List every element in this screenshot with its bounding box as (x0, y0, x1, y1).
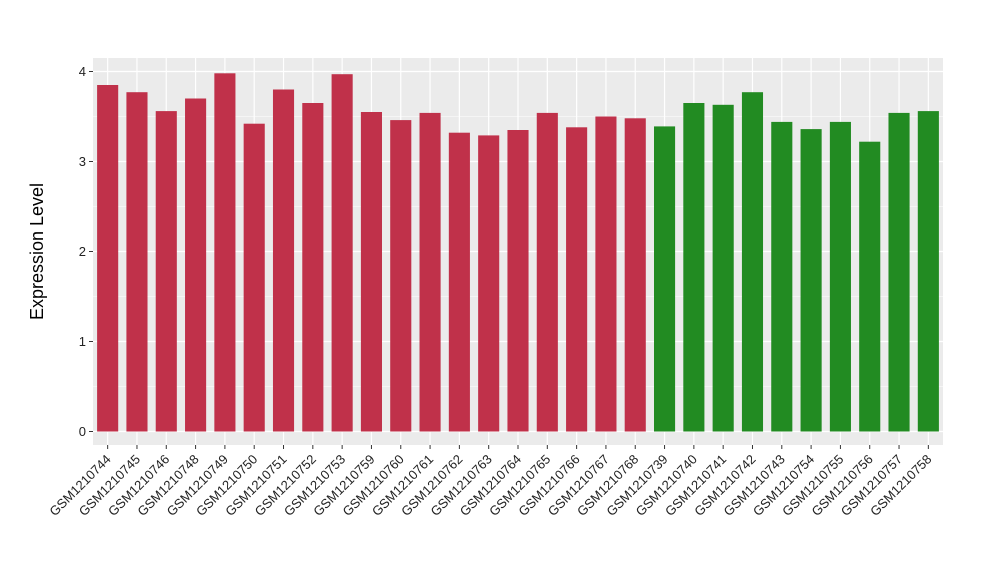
bar-GSM1210763 (478, 135, 500, 432)
bar-GSM1210753 (331, 74, 353, 432)
bar-GSM1210745 (126, 92, 148, 432)
bar-GSM1210754 (800, 129, 822, 432)
y-tick-label: 4 (79, 64, 86, 79)
bar-GSM1210756 (859, 141, 881, 432)
bar-GSM1210741 (712, 104, 734, 432)
bar-GSM1210748 (185, 98, 207, 432)
y-axis: 0 1 2 3 4 (79, 64, 93, 439)
bars (97, 73, 939, 432)
bar-GSM1210739 (654, 126, 676, 432)
bar-GSM1210746 (155, 111, 177, 432)
bar-GSM1210749 (214, 73, 236, 432)
x-axis: GSM1210744GSM1210745GSM1210746GSM1210748… (46, 445, 934, 519)
bar-GSM1210761 (419, 112, 441, 432)
bar-GSM1210764 (507, 130, 529, 432)
bar-GSM1210750 (243, 123, 265, 432)
bar-GSM1210744 (97, 85, 119, 432)
bar-GSM1210757 (888, 112, 910, 432)
y-tick-label: 1 (79, 334, 86, 349)
bar-GSM1210767 (595, 116, 617, 432)
bar-GSM1210740 (683, 103, 705, 432)
bar-GSM1210760 (390, 120, 412, 432)
bar-GSM1210758 (917, 111, 939, 432)
bar-GSM1210768 (624, 118, 646, 432)
bar-GSM1210752 (302, 103, 324, 432)
bar-GSM1210743 (771, 121, 793, 432)
y-axis-title: Expression Level (27, 183, 47, 320)
y-tick-label: 2 (79, 244, 86, 259)
bar-GSM1210766 (566, 127, 588, 432)
bar-GSM1210762 (448, 132, 470, 432)
bar-GSM1210759 (360, 112, 382, 432)
bar-GSM1210742 (741, 92, 764, 432)
y-tick-label: 3 (79, 154, 86, 169)
y-tick-label: 0 (79, 424, 86, 439)
bar-GSM1210751 (272, 89, 295, 432)
bar-GSM1210765 (536, 112, 558, 432)
bar-GSM1210755 (829, 121, 851, 432)
